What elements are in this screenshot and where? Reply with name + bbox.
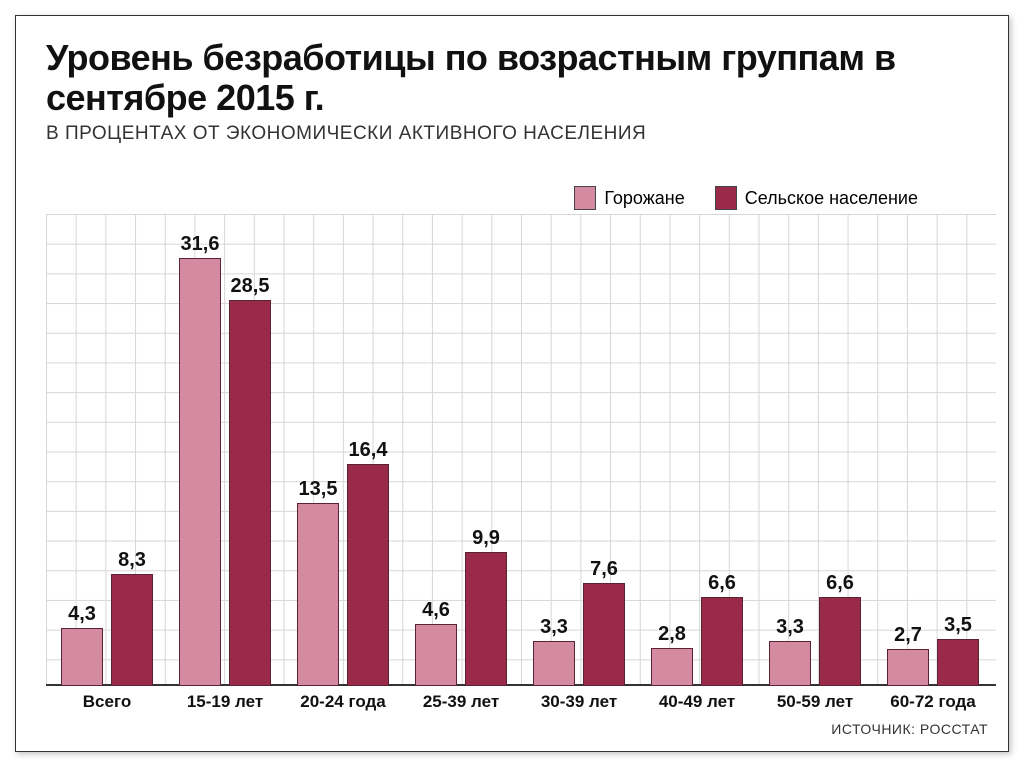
bar-group: 31,628,515-19 лет [166,258,284,686]
legend-item: Сельское население [715,186,918,210]
bar-group: 4,38,3Всего [48,574,166,686]
bar: 3,5 [937,639,979,686]
legend-label: Горожане [604,188,684,209]
bar-group: 4,69,925-39 лет [402,552,520,686]
bar-value-label: 31,6 [181,233,220,256]
legend-label: Сельское население [745,188,918,209]
bar-group: 3,36,650-59 лет [756,597,874,686]
legend: Горожане Сельское население [574,186,918,210]
chart-card: Уровень безработицы по возрастным группа… [15,15,1009,752]
legend-item: Горожане [574,186,684,210]
bar: 7,6 [583,583,625,686]
bar-value-label: 16,4 [349,439,388,462]
bar-value-label: 3,3 [776,616,804,639]
bar-value-label: 2,7 [894,624,922,647]
category-label: 40-49 лет [638,692,756,712]
category-label: Всего [48,692,166,712]
bar: 9,9 [465,552,507,686]
bar-value-label: 9,9 [472,527,500,550]
bar-value-label: 6,6 [708,572,736,595]
legend-swatch [574,186,596,210]
chart-subtitle: В ПРОЦЕНТАХ ОТ ЭКОНОМИЧЕСКИ АКТИВНОГО НА… [16,123,1008,155]
bar: 2,8 [651,648,693,686]
bar-value-label: 7,6 [590,558,618,581]
bar: 3,3 [769,641,811,686]
bar: 4,6 [415,624,457,686]
bar-group: 2,73,560-72 года [874,639,992,686]
bar-value-label: 3,3 [540,616,568,639]
bar-value-label: 4,3 [68,603,96,626]
category-label: 60-72 года [874,692,992,712]
bar-value-label: 2,8 [658,623,686,646]
source-label: ИСТОЧНИК: РОССТАТ [831,721,988,737]
bar-value-label: 28,5 [231,275,270,298]
category-label: 15-19 лет [166,692,284,712]
bar: 3,3 [533,641,575,686]
category-label: 30-39 лет [520,692,638,712]
bar: 4,3 [61,628,103,686]
bar: 2,7 [887,649,929,686]
bar: 13,5 [297,503,339,686]
bar: 6,6 [701,597,743,686]
bar-group: 3,37,630-39 лет [520,583,638,686]
bar: 16,4 [347,464,389,686]
plot-area: 4,38,3Всего31,628,515-19 лет13,516,420-2… [46,214,996,686]
bar-value-label: 4,6 [422,599,450,622]
category-label: 20-24 года [284,692,402,712]
bar: 8,3 [111,574,153,686]
category-label: 50-59 лет [756,692,874,712]
bar-group: 2,86,640-49 лет [638,597,756,686]
bar-value-label: 6,6 [826,572,854,595]
bar-value-label: 13,5 [299,478,338,501]
bar-value-label: 3,5 [944,614,972,637]
bar: 28,5 [229,300,271,686]
bar-group: 13,516,420-24 года [284,464,402,686]
legend-swatch [715,186,737,210]
chart-title: Уровень безработицы по возрастным группа… [16,16,1008,123]
category-label: 25-39 лет [402,692,520,712]
bar: 6,6 [819,597,861,686]
bar-value-label: 8,3 [118,549,146,572]
bar: 31,6 [179,258,221,686]
